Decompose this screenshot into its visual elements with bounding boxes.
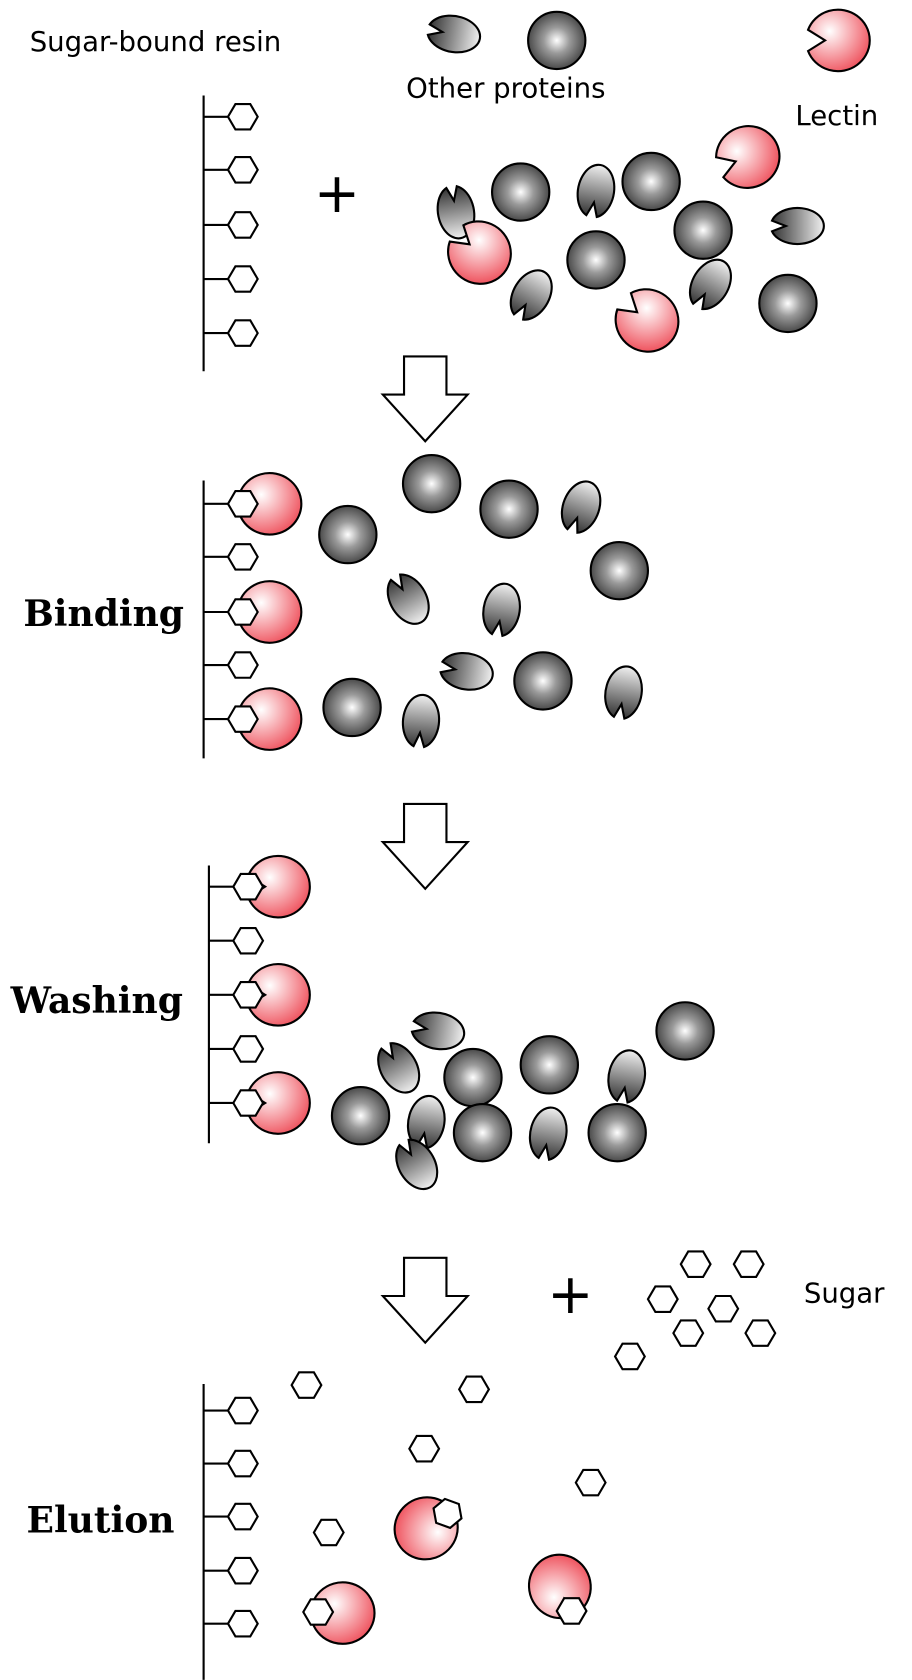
other-protein xyxy=(589,1104,646,1161)
other-protein xyxy=(503,263,560,326)
sugar-hexagon xyxy=(228,491,258,516)
free-sugar xyxy=(615,1344,645,1369)
free-sugar xyxy=(557,1598,587,1623)
other-protein xyxy=(591,542,648,599)
lectin xyxy=(709,117,788,196)
other-proteins-label: Other proteins xyxy=(406,72,605,105)
binding-label: Binding xyxy=(23,592,184,635)
other-protein xyxy=(323,679,380,736)
other-protein xyxy=(492,163,549,220)
other-protein xyxy=(682,252,739,315)
sugar-hexagon xyxy=(228,266,258,291)
sugar-hexagon xyxy=(228,1398,258,1423)
other-protein xyxy=(521,1036,578,1093)
resin-label: Sugar-bound resin xyxy=(30,25,282,58)
other-protein xyxy=(401,693,441,748)
free-sugar xyxy=(708,1296,738,1321)
other-protein xyxy=(772,208,824,244)
sugar-hexagon xyxy=(228,706,258,731)
process-arrow xyxy=(383,804,468,889)
other-protein xyxy=(380,568,437,631)
diagram: Sugar-bound resin Other proteins Lectin … xyxy=(0,0,912,1680)
sugar-hexagon xyxy=(228,1558,258,1583)
sugar-hexagon xyxy=(228,599,258,624)
other-protein xyxy=(622,153,679,210)
free-sugar xyxy=(673,1320,703,1345)
elution-label: Elution xyxy=(27,1498,175,1541)
free-sugar xyxy=(314,1520,344,1545)
plus-sign: + xyxy=(314,162,360,226)
other-protein xyxy=(555,476,607,537)
sugar-hexagon xyxy=(228,544,258,569)
free-sugar xyxy=(648,1286,678,1311)
free-sugar xyxy=(734,1251,764,1276)
process-arrow xyxy=(383,356,468,441)
free-sugar xyxy=(681,1251,711,1276)
washing-label: Washing xyxy=(10,979,183,1022)
other-protein xyxy=(370,1037,427,1100)
other-protein xyxy=(528,12,585,69)
other-protein xyxy=(605,1047,650,1104)
other-protein xyxy=(480,481,537,538)
other-protein xyxy=(332,1087,389,1144)
lectin xyxy=(383,1487,467,1571)
lectin xyxy=(808,10,870,72)
sugar-hexagon xyxy=(233,874,263,899)
sugar-hexagon xyxy=(233,1090,263,1115)
free-sugar xyxy=(292,1372,322,1397)
other-protein xyxy=(656,1002,713,1059)
other-protein xyxy=(674,202,731,259)
sugar-hexagon xyxy=(228,104,258,129)
free-sugar xyxy=(746,1320,776,1345)
other-protein xyxy=(438,649,495,694)
other-protein xyxy=(574,162,619,219)
other-protein xyxy=(759,275,816,332)
sugar-label: Sugar xyxy=(804,1276,885,1309)
other-protein xyxy=(514,652,571,709)
sugar-hexagon xyxy=(228,157,258,182)
free-sugar xyxy=(576,1470,606,1495)
free-sugar xyxy=(303,1599,333,1624)
page: {"labels": {"sugar_bound_resin": "Sugar-… xyxy=(0,0,912,1680)
process-arrow xyxy=(383,1258,468,1343)
sugar-hexagon xyxy=(228,1451,258,1476)
sugar-hexagon xyxy=(233,928,263,953)
other-protein xyxy=(410,1009,467,1054)
other-protein xyxy=(479,581,524,638)
sugar-hexagon xyxy=(228,1611,258,1636)
free-sugar xyxy=(459,1377,489,1402)
other-protein xyxy=(444,1049,501,1106)
sugar-hexagon xyxy=(228,1504,258,1529)
plus-sign: + xyxy=(547,1263,593,1327)
sugar-hexagon xyxy=(233,1036,263,1061)
lectin xyxy=(604,278,691,365)
other-protein xyxy=(426,12,483,57)
lectin-label: Lectin xyxy=(795,99,878,132)
free-sugar xyxy=(409,1436,439,1461)
other-protein xyxy=(601,663,646,720)
sugar-hexagon xyxy=(228,320,258,345)
sugar-hexagon xyxy=(228,212,258,237)
other-protein xyxy=(526,1105,571,1162)
sugar-hexagon xyxy=(228,652,258,677)
sugar-hexagon xyxy=(233,982,263,1007)
other-protein xyxy=(567,231,624,288)
other-protein xyxy=(454,1104,511,1161)
other-protein xyxy=(403,455,460,512)
other-protein xyxy=(319,506,376,563)
